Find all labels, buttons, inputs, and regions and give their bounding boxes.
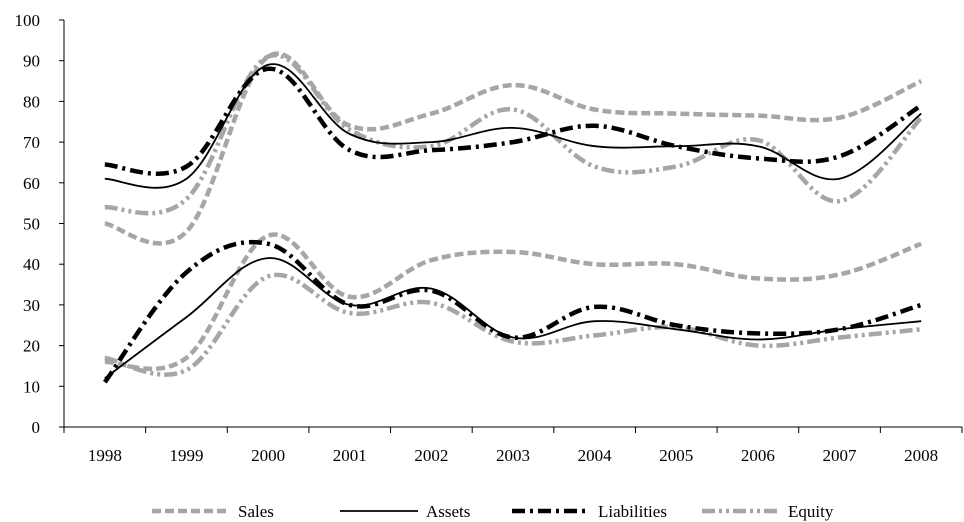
- y-tick-label: 20: [23, 337, 40, 356]
- x-tick-label: 2006: [741, 446, 775, 465]
- chart-legend: Sales Assets Liabilities Equity: [152, 502, 834, 521]
- x-tick-label: 2000: [251, 446, 285, 465]
- series-line-sales-upper: [104, 51, 923, 246]
- y-tick-label: 0: [32, 418, 41, 437]
- legend-label-equity: Equity: [788, 502, 834, 521]
- x-tick-label: 2002: [414, 446, 448, 465]
- x-tick-label: 2003: [496, 446, 530, 465]
- y-tick-label: 60: [23, 174, 40, 193]
- series-line-assets-upper: [104, 63, 922, 189]
- x-tick-label: 2001: [333, 446, 367, 465]
- x-tick-label: 2004: [578, 446, 613, 465]
- y-tick-label: 70: [23, 133, 40, 152]
- x-tick-label: 2007: [823, 446, 858, 465]
- y-tick-label: 10: [23, 377, 40, 396]
- y-tick-label: 100: [15, 11, 41, 30]
- y-tick-label: 80: [23, 92, 40, 111]
- y-tick-label: 50: [23, 215, 40, 234]
- x-tick-label: 2005: [659, 446, 693, 465]
- legend-label-assets: Assets: [426, 502, 470, 521]
- series-line-liabilities-lower: [102, 239, 922, 384]
- series-layer: [102, 51, 923, 384]
- y-tick-label: 30: [23, 296, 40, 315]
- y-tick-label: 40: [23, 255, 40, 274]
- series-line-equity-lower: [104, 272, 922, 377]
- legend-label-liabilities: Liabilities: [598, 502, 667, 521]
- x-tick-label: 1998: [88, 446, 122, 465]
- legend-label-sales: Sales: [238, 502, 274, 521]
- series-line-sales-lower: [104, 232, 922, 372]
- chart-axes: 0 10 20 30 40 50 60 70 80 90 100 1998 1999 2000 2001 20…: [15, 11, 963, 465]
- y-tick-label: 90: [23, 52, 40, 71]
- series-line-assets-lower: [104, 257, 922, 379]
- x-tick-label: 1999: [169, 446, 203, 465]
- x-tick-label: 2008: [904, 446, 938, 465]
- series-line-liabilities-upper: [104, 66, 923, 176]
